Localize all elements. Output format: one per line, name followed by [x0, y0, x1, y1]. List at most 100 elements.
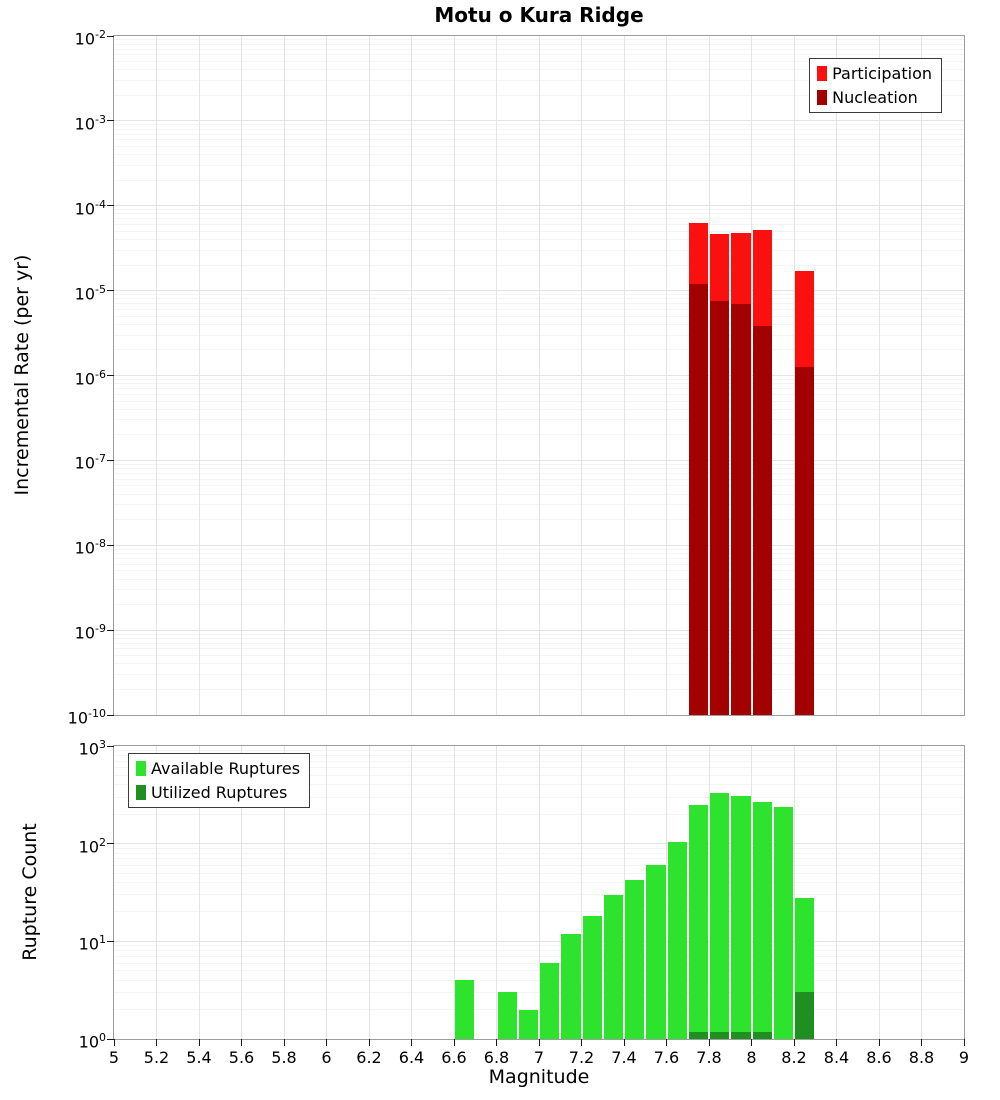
- available-ruptures-bar: [688, 804, 708, 1039]
- y-tick-label: 10-5: [48, 280, 106, 304]
- x-tick-label: 5.8: [271, 1048, 297, 1067]
- x-tick-label: 5: [108, 1048, 120, 1067]
- major-gridline: [326, 36, 327, 715]
- magnitude-axis-label: Magnitude: [488, 1066, 590, 1088]
- major-gridline: [921, 36, 922, 715]
- y-tick-mark: [107, 290, 114, 292]
- x-tick-mark: [283, 1039, 285, 1046]
- major-gridline: [411, 746, 412, 1039]
- available-ruptures-bar: [518, 1009, 538, 1039]
- major-gridline: [283, 36, 285, 715]
- tick-exponent: 1: [99, 933, 106, 947]
- major-gridline: [666, 36, 667, 715]
- tick-exponent: -4: [95, 197, 106, 211]
- tick-base: 10: [74, 283, 96, 303]
- available-ruptures-bar: [752, 802, 772, 1039]
- available-ruptures-bar: [582, 916, 602, 1039]
- available-ruptures-bar: [773, 806, 793, 1039]
- y-tick-label: 101: [48, 930, 106, 954]
- major-gridline: [453, 746, 455, 1039]
- major-gridline: [326, 746, 327, 1039]
- y-tick-label: 103: [48, 735, 106, 759]
- tick-base: 10: [74, 368, 96, 388]
- y-tick-label: 100: [48, 1028, 106, 1052]
- tick-base: 10: [74, 453, 96, 473]
- major-gridline: [708, 746, 710, 1039]
- x-tick-mark: [368, 1039, 370, 1046]
- utilized-ruptures-bar: [731, 1032, 751, 1039]
- x-tick-mark: [411, 1039, 412, 1046]
- y-tick-mark: [107, 629, 114, 631]
- y-tick-label: 10-10: [48, 704, 106, 728]
- tick-exponent: -10: [88, 707, 106, 720]
- x-tick-label: 5.4: [186, 1048, 212, 1067]
- major-gridline: [368, 746, 370, 1039]
- y-tick-label: 10-4: [48, 195, 106, 219]
- x-tick-label: 7: [533, 1048, 545, 1067]
- legend-entry: Available Ruptures: [136, 759, 300, 778]
- legend-label: Available Ruptures: [151, 759, 301, 778]
- major-gridline: [156, 36, 157, 715]
- tick-base: 10: [78, 836, 99, 856]
- major-gridline: [411, 36, 412, 715]
- rate-axis-label: Incremental Rate (per yr): [11, 254, 33, 496]
- major-gridline: [198, 746, 200, 1039]
- x-tick-mark: [156, 1039, 157, 1046]
- legend-entry: Participation: [817, 64, 932, 83]
- y-tick-mark: [107, 745, 114, 747]
- major-gridline: [878, 746, 880, 1039]
- y-tick-label: 10-7: [48, 449, 106, 473]
- major-gridline: [581, 746, 582, 1039]
- tick-exponent: -6: [95, 367, 106, 381]
- x-tick-mark: [326, 1039, 327, 1046]
- major-gridline: [836, 746, 837, 1039]
- x-tick-label: 6.2: [356, 1048, 382, 1067]
- tick-exponent: -7: [95, 452, 106, 466]
- major-gridline: [496, 36, 497, 715]
- utilized-ruptures-bar: [795, 992, 815, 1039]
- tick-base: 10: [78, 934, 99, 954]
- y-tick-mark: [107, 375, 114, 376]
- available-ruptures-bar: [497, 992, 517, 1039]
- tick-base: 10: [74, 199, 96, 219]
- x-tick-label: 8.6: [866, 1048, 892, 1067]
- major-gridline: [368, 36, 370, 715]
- major-gridline: [241, 36, 242, 715]
- x-tick-label: 7.6: [653, 1048, 680, 1067]
- nucleation-bar: [731, 303, 751, 715]
- available-ruptures-bar: [561, 933, 581, 1039]
- tick-base: 10: [74, 114, 96, 134]
- major-gridline: [751, 36, 752, 715]
- x-tick-label: 9: [958, 1048, 970, 1067]
- major-gridline: [921, 746, 922, 1039]
- available-ruptures-bar: [646, 865, 666, 1039]
- major-gridline: [793, 36, 795, 715]
- tick-base: 10: [67, 708, 89, 728]
- x-tick-mark: [198, 1039, 200, 1046]
- x-tick-mark: [836, 1039, 837, 1046]
- available-ruptures-bar: [455, 980, 475, 1039]
- y-tick-mark: [107, 35, 114, 37]
- major-gridline: [156, 746, 157, 1039]
- y-tick-mark: [107, 205, 114, 207]
- major-gridline: [878, 36, 880, 715]
- legend-label: Participation: [832, 64, 932, 83]
- available-ruptures-bar: [667, 841, 687, 1039]
- tick-exponent: 0: [99, 1031, 106, 1044]
- major-gridline: [241, 746, 242, 1039]
- major-gridline: [666, 746, 667, 1039]
- major-gridline: [283, 746, 285, 1039]
- x-tick-mark: [963, 1039, 965, 1046]
- nucleation-bar: [795, 367, 815, 715]
- y-tick-label: 10-2: [48, 25, 106, 49]
- x-tick-mark: [496, 1039, 497, 1046]
- legend-entry: Nucleation: [817, 88, 932, 107]
- x-tick-label: 8.2: [781, 1048, 807, 1067]
- x-tick-mark: [241, 1039, 242, 1046]
- x-tick-mark: [453, 1039, 455, 1046]
- major-gridline: [198, 36, 200, 715]
- x-tick-mark: [708, 1039, 710, 1046]
- y-tick-label: 10-6: [48, 365, 106, 389]
- count-axis-label: Rupture Count: [19, 823, 41, 961]
